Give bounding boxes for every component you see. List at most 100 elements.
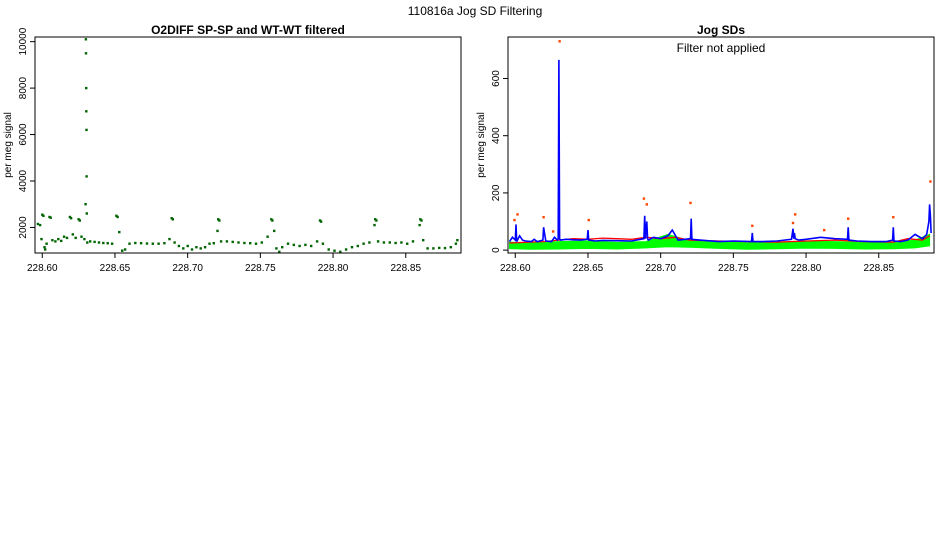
left-data-point: [225, 240, 229, 243]
right-chart-title: Jog SDs: [697, 23, 745, 37]
left-data-point: [321, 242, 325, 245]
left-data-point: [333, 249, 336, 252]
right-x-tick-label: 228.65: [573, 263, 604, 274]
left-data-point: [38, 223, 42, 227]
right-series-2: [508, 59, 932, 243]
right-data-point: [794, 213, 797, 216]
left-data-point: [128, 242, 131, 245]
right-y-tick-label: 200: [491, 184, 502, 201]
left-data-point: [319, 220, 323, 223]
left-data-point: [195, 246, 198, 249]
left-data-point: [388, 241, 391, 244]
left-data-point: [134, 241, 137, 245]
left-y-axis-label: per meg signal: [3, 112, 14, 178]
left-data-point: [139, 242, 143, 245]
left-data-point: [292, 243, 295, 247]
left-data-point: [40, 237, 43, 241]
left-data-point: [376, 240, 380, 243]
left-data-point: [123, 248, 127, 251]
right-series-3: [513, 40, 932, 233]
left-data-point: [51, 239, 54, 242]
left-data-point: [116, 215, 119, 219]
left-data-point: [65, 236, 69, 240]
left-data-point: [85, 212, 88, 215]
left-data-point: [400, 241, 403, 244]
left-data-point: [84, 203, 87, 206]
left-chart: O2DIFF SP-SP and WT-WT filtered per meg s…: [3, 23, 462, 274]
left-data-point: [298, 244, 301, 248]
left-y-tick-label: 10000: [18, 27, 29, 55]
left-data-point: [219, 240, 223, 243]
left-data-point: [71, 233, 74, 236]
right-data-point: [551, 230, 555, 233]
left-data-point: [254, 242, 258, 245]
left-data-point: [420, 219, 423, 222]
left-plot-frame: [34, 36, 462, 254]
left-data-point: [418, 223, 421, 227]
left-data-point: [115, 214, 118, 217]
left-data-point: [151, 242, 154, 245]
left-data-point: [373, 223, 376, 227]
right-data-point: [847, 217, 850, 220]
left-chart-title: O2DIFF SP-SP and WT-WT filtered: [151, 23, 345, 37]
right-x-tick-label: 228.85: [863, 263, 894, 274]
left-data-point: [411, 240, 415, 243]
right-data-point: [823, 228, 826, 232]
right-data-point: [929, 180, 932, 183]
left-data-point: [74, 236, 77, 240]
left-data-point: [84, 38, 88, 41]
right-x-tick-label: 228.60: [500, 263, 531, 274]
left-data-point: [286, 242, 290, 245]
left-data-point: [78, 219, 81, 222]
left-data-point: [60, 239, 63, 243]
right-x-tick-label: 228.80: [791, 263, 822, 274]
left-data-point: [177, 244, 181, 248]
left-data-point: [422, 239, 425, 242]
page-title: 110816a Jog SD Filtering: [408, 4, 543, 18]
right-y-tick-label: 0: [491, 247, 502, 253]
left-data-point: [271, 219, 274, 222]
left-data-point: [145, 242, 149, 245]
right-data-point: [516, 213, 519, 216]
right-annotation: Filter not applied: [677, 41, 766, 55]
left-data-point: [157, 242, 160, 245]
right-data-point: [892, 216, 895, 219]
left-data-point: [69, 217, 73, 220]
left-data-point: [186, 244, 189, 248]
left-data-point: [97, 241, 101, 244]
left-x-tick-label: 228.70: [172, 263, 203, 274]
left-data-point: [456, 239, 459, 242]
left-x-tick-label: 228.75: [245, 263, 276, 274]
left-x-tick-label: 228.65: [100, 263, 131, 274]
left-data-point: [218, 219, 221, 222]
left-data-point: [83, 237, 86, 241]
left-data-point: [85, 86, 88, 90]
left-data-point: [36, 222, 40, 226]
left-data-point: [304, 243, 307, 247]
left-data-point: [62, 235, 66, 238]
right-chart: Jog SDs Filter not applied per meg signal 2…: [476, 23, 935, 274]
left-data-point: [231, 240, 234, 244]
left-data-point: [260, 241, 263, 244]
left-data-point: [275, 247, 278, 250]
left-y-tick-label: 4000: [18, 169, 29, 192]
left-data-point: [43, 246, 46, 249]
left-data-point: [426, 247, 429, 250]
left-data-point: [368, 241, 371, 244]
left-data-point: [173, 241, 176, 244]
left-data-point: [344, 248, 348, 251]
left-y-tick-label: 8000: [18, 77, 29, 100]
right-y-tick-label: 600: [491, 70, 502, 87]
left-data-point: [118, 230, 121, 234]
right-x-tick-label: 228.70: [645, 263, 676, 274]
left-data-point: [339, 250, 342, 253]
right-y-tick-label: 400: [491, 127, 502, 144]
left-data-point: [42, 214, 45, 217]
left-y-tick-label: 6000: [18, 123, 29, 146]
right-data-point: [513, 218, 516, 222]
left-data-point: [356, 244, 359, 248]
left-data-point: [102, 241, 105, 245]
left-data-point: [163, 242, 166, 245]
left-data-point: [84, 52, 88, 55]
